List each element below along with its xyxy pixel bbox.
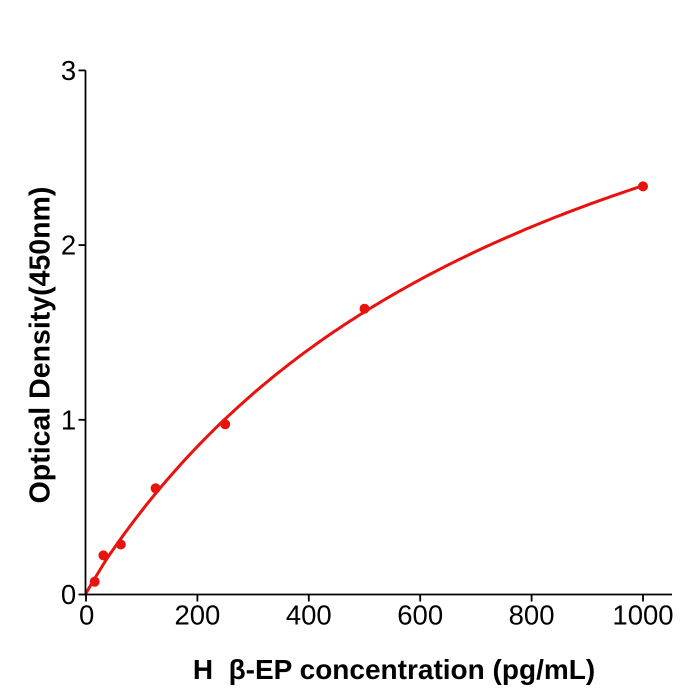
svg-text:800: 800: [509, 599, 555, 630]
svg-text:200: 200: [174, 599, 220, 630]
svg-text:3: 3: [61, 55, 76, 86]
svg-text:2: 2: [61, 230, 76, 261]
svg-text:1: 1: [61, 404, 76, 435]
svg-text:0: 0: [79, 599, 94, 630]
svg-text:0: 0: [61, 579, 76, 610]
svg-text:1000: 1000: [612, 599, 673, 630]
svg-text:Optical Density(450nm): Optical Density(450nm): [25, 187, 57, 504]
svg-text:600: 600: [397, 599, 443, 630]
svg-text:H β-EP concentration (pg/mL): H β-EP concentration (pg/mL): [193, 654, 595, 685]
svg-text:400: 400: [286, 599, 332, 630]
